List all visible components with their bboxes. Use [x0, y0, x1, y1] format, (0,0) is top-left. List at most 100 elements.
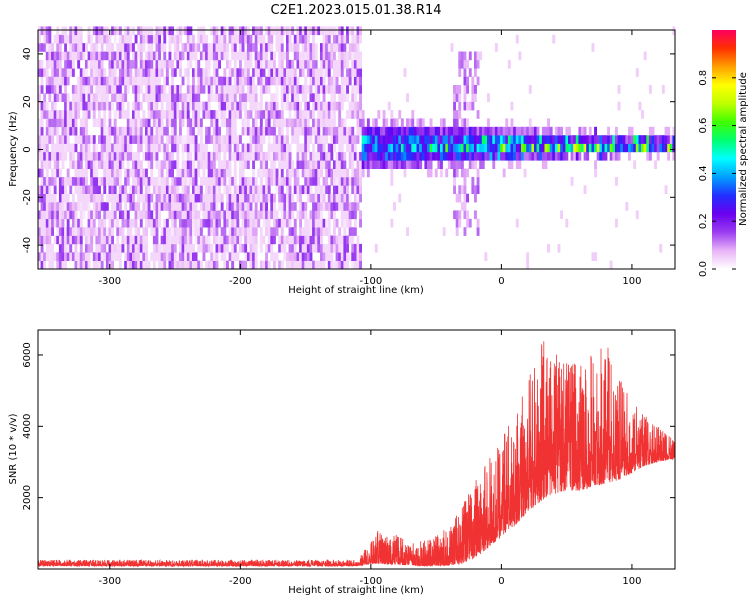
- spectrogram-cell: [121, 243, 125, 253]
- spectrogram-cell: [215, 260, 219, 270]
- spectrogram-cell: [466, 101, 469, 111]
- spectrogram-cell: [103, 177, 107, 186]
- spectrogram-cell: [348, 43, 352, 52]
- spectrogram-cell: [155, 210, 159, 220]
- spectrogram-cell: [126, 110, 130, 119]
- spectrogram-cell: [356, 118, 360, 128]
- spectrogram-cell: [74, 143, 78, 153]
- spectrogram-cell: [406, 160, 409, 169]
- spectrogram-cell: [523, 151, 527, 161]
- spectrogram-cell: [113, 34, 117, 44]
- spectrogram-cell: [359, 260, 362, 270]
- spectrogram-cell: [314, 118, 318, 128]
- spectrogram-cell: [202, 243, 206, 253]
- spectrogram-cell: [134, 243, 138, 253]
- spectrogram-cell: [340, 76, 344, 86]
- spectrogram-cell: [257, 218, 261, 228]
- spectrogram-cell: [124, 51, 128, 61]
- spectrogram-cell: [541, 151, 545, 161]
- spectrogram-cell: [468, 160, 472, 169]
- spectrogram-cell: [132, 118, 135, 128]
- spectrogram-cell: [280, 85, 284, 94]
- spectrogram-cell: [139, 243, 143, 253]
- spectrogram-cell: [147, 202, 151, 211]
- spectrogram-cell: [273, 135, 276, 144]
- spectrogram-cell: [64, 143, 67, 153]
- spectrogram-cell: [220, 135, 224, 144]
- spectrogram-cell: [254, 118, 258, 128]
- spectrogram-cell: [71, 210, 75, 220]
- spectrogram-cell: [278, 34, 282, 44]
- spectrogram-cell: [121, 235, 125, 245]
- spectrogram-cell: [536, 135, 540, 144]
- spectrogram-cell: [241, 93, 245, 102]
- spectrogram-cell: [147, 185, 151, 194]
- spectrogram-cell: [259, 43, 263, 52]
- spectrogram-cell: [210, 160, 214, 169]
- spectrogram-cell: [468, 151, 472, 161]
- spectrogram-cell: [215, 43, 219, 52]
- spectrogram-cell: [126, 85, 130, 94]
- spectrogram-cell: [487, 126, 490, 136]
- spectrogram-cell: [171, 68, 174, 77]
- spectrogram-cell: [163, 185, 167, 194]
- spectrogram-cell: [38, 135, 41, 144]
- spectrogram-cell: [51, 218, 54, 228]
- spectrogram-cell: [233, 143, 237, 153]
- spectrogram-cell: [121, 43, 125, 52]
- spectrogram-cell: [77, 177, 81, 186]
- spectrogram-cell: [142, 243, 146, 253]
- spectrogram-cell: [98, 59, 101, 69]
- spectrogram-cell: [231, 193, 235, 203]
- spectrogram-cell: [333, 68, 336, 77]
- spectrogram-cell: [192, 243, 195, 253]
- spectrogram-cell: [252, 93, 255, 102]
- spectrogram-cell: [150, 151, 154, 161]
- spectrogram-cell: [194, 235, 198, 245]
- spectrogram-cell: [92, 26, 96, 36]
- spectrogram-cell: [66, 168, 70, 178]
- spectrogram-cell: [105, 34, 109, 44]
- spectrogram-cell: [126, 218, 130, 228]
- spectrogram-cell: [108, 43, 112, 52]
- spectrogram-cell: [207, 51, 211, 61]
- spectrogram-cell: [95, 68, 99, 77]
- spectrogram-cell: [617, 85, 621, 94]
- spectrogram-cell: [184, 168, 188, 178]
- spectrogram-cell: [111, 227, 114, 236]
- spectrogram-cell: [270, 235, 274, 245]
- spectrogram-cell: [346, 76, 349, 86]
- spectrogram-cell: [189, 59, 193, 69]
- spectrogram-cell: [40, 218, 44, 228]
- colorbar-tick-label: 0.2: [698, 213, 709, 229]
- spectrogram-cell: [220, 110, 224, 119]
- spectrogram-cell: [325, 118, 329, 128]
- spectrogram-cell: [306, 143, 310, 153]
- spectrogram-cell: [265, 260, 268, 270]
- spectrogram-cell: [304, 34, 308, 44]
- spectrogram-cell: [320, 235, 323, 245]
- spectrogram-cell: [293, 126, 297, 136]
- spectrogram-cell: [359, 126, 362, 136]
- spectrogram-cell: [244, 76, 248, 86]
- spectrogram-cell: [366, 135, 370, 144]
- spectrogram-cell: [531, 135, 535, 144]
- spectrogram-cell: [205, 43, 208, 52]
- spectrogram-cell: [380, 160, 383, 169]
- spectrogram-cell: [56, 34, 60, 44]
- spectrogram-cell: [189, 210, 193, 220]
- spectrogram-cell: [61, 177, 65, 186]
- spectrogram-cell: [432, 151, 436, 161]
- spectrogram-cell: [466, 210, 469, 220]
- spectrogram-cell: [283, 85, 287, 94]
- spectrogram-cell: [476, 177, 480, 186]
- spectrogram-cell: [424, 126, 428, 136]
- spectrogram-cell: [353, 260, 357, 270]
- spectrogram-cell: [66, 218, 70, 228]
- spectrogram-cell: [139, 160, 143, 169]
- spectrogram-cell: [43, 110, 47, 119]
- spectrogram-cell: [596, 135, 600, 144]
- spectrogram-cell: [346, 126, 349, 136]
- spectrogram-cell: [359, 168, 362, 178]
- spectrogram-cell: [181, 218, 185, 228]
